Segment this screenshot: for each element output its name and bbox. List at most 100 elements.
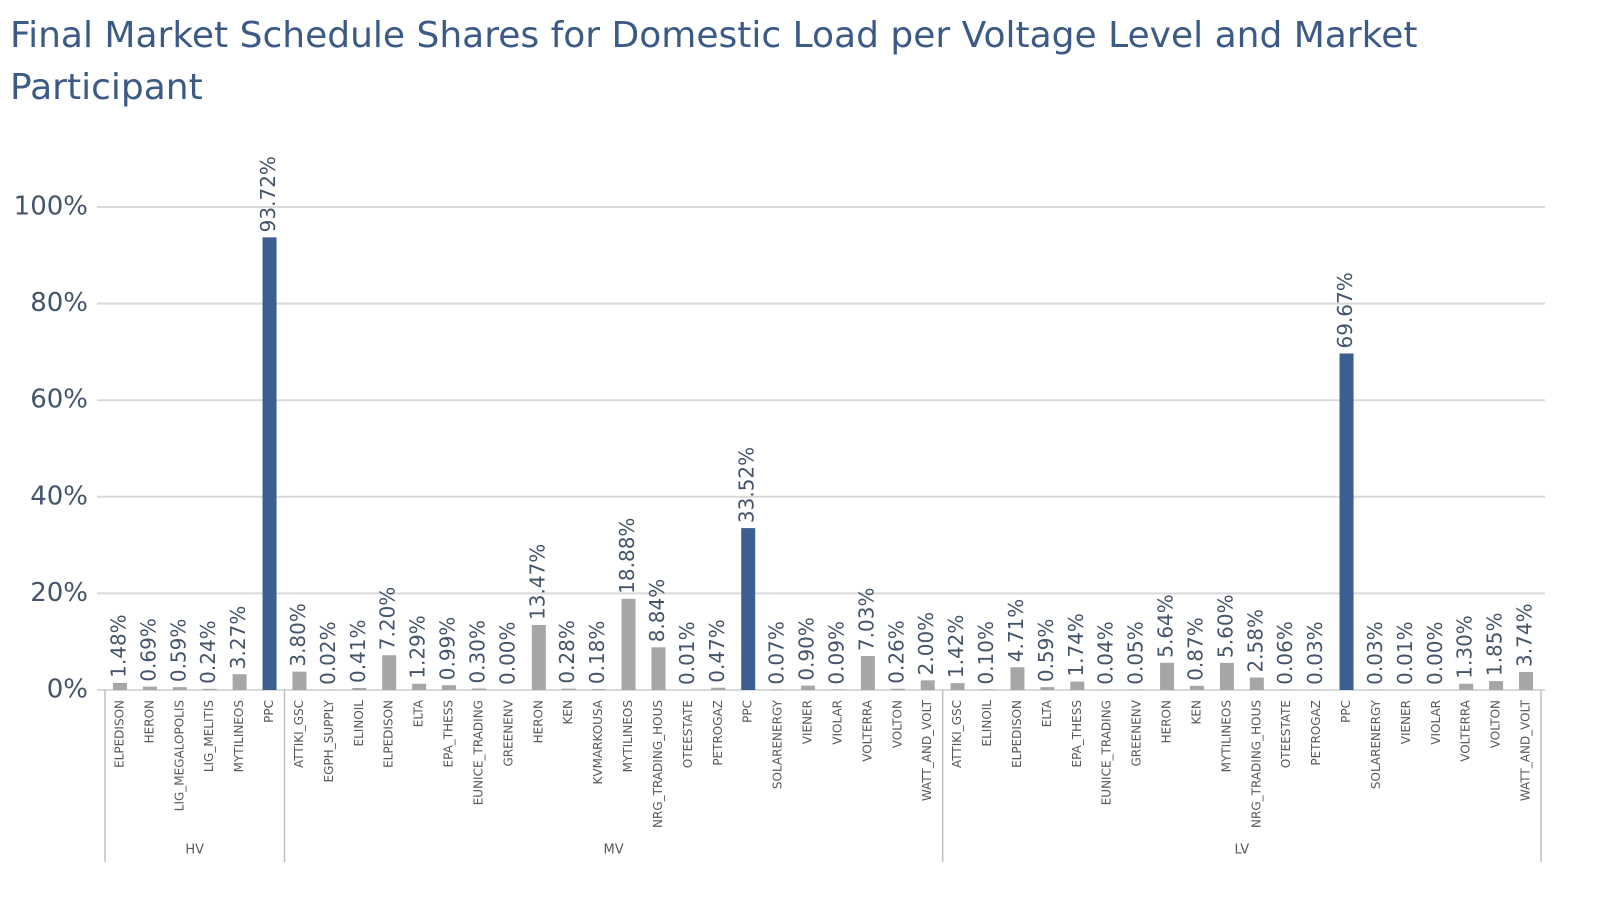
y-tick-label: 0%	[47, 675, 88, 705]
x-tick-label: OTEESTATE	[1279, 700, 1293, 768]
x-tick-label: SOLARENERGY	[1369, 699, 1383, 789]
bar	[1489, 681, 1504, 690]
x-tick-label: PETROGAZ	[711, 700, 725, 766]
value-label: 7.03%	[854, 587, 878, 651]
value-label: 0.07%	[765, 621, 789, 685]
value-label: 0.10%	[974, 621, 998, 685]
value-label: 1.74%	[1064, 613, 1088, 677]
value-label: 2.00%	[914, 612, 938, 676]
value-label: 0.47%	[705, 619, 729, 683]
value-label: 4.71%	[1004, 599, 1028, 663]
x-tick-label: EUNICE_TRADING	[471, 700, 485, 805]
bar	[950, 683, 965, 690]
x-tick-label: HERON	[142, 700, 156, 743]
group-label: HV	[185, 843, 204, 858]
bar	[382, 655, 397, 690]
x-tick-label: VOLTON	[890, 700, 904, 748]
bar	[412, 683, 427, 690]
x-tick-label: ELPEDISON	[1010, 700, 1024, 768]
x-tick-label: EUNICE_TRADING	[1100, 700, 1114, 805]
x-tick-label: PPC	[1339, 700, 1353, 723]
value-label: 1.85%	[1483, 613, 1507, 677]
bar	[292, 671, 307, 690]
x-tick-label: NRG_TRADING_HOUS	[1249, 700, 1263, 828]
x-tick-label: ELTA	[1040, 699, 1054, 727]
x-tick-label: GREENENV	[501, 699, 515, 766]
y-tick-label: 40%	[30, 481, 88, 511]
value-label: 0.41%	[346, 619, 370, 683]
value-label: 5.64%	[1154, 594, 1178, 658]
bar	[172, 687, 187, 690]
value-label: 0.26%	[884, 620, 908, 684]
x-tick-label: ELINOIL	[352, 700, 366, 747]
bar	[591, 689, 606, 690]
value-label: 3.74%	[1513, 603, 1537, 667]
value-label: 0.59%	[1034, 619, 1058, 683]
x-tick-label: ELPEDISON	[382, 700, 396, 768]
x-tick-label: VIOLAR	[830, 700, 844, 745]
bar	[1519, 671, 1534, 690]
bar	[651, 647, 666, 690]
bar	[531, 624, 546, 690]
value-label: 7.20%	[376, 587, 400, 651]
value-label: 13.47%	[525, 544, 549, 620]
bar	[860, 656, 875, 690]
value-label: 1.30%	[1453, 615, 1477, 679]
x-tick-label: SOLARENERGY	[771, 699, 785, 789]
value-label: 33.52%	[735, 447, 759, 523]
x-tick-label: VOLTON	[1489, 700, 1503, 748]
bar	[1010, 667, 1025, 690]
x-tick-label: PPC	[262, 700, 276, 723]
x-tick-label: GREENENV	[1130, 699, 1144, 766]
value-label: 8.84%	[645, 579, 669, 643]
value-label: 0.01%	[1393, 621, 1417, 685]
bar	[1160, 662, 1175, 690]
bar	[890, 688, 905, 690]
x-tick-label: VOLTERRA	[860, 699, 874, 762]
value-label: 0.00%	[1423, 621, 1447, 685]
value-label: 18.88%	[615, 518, 639, 594]
value-label: 1.29%	[406, 615, 430, 679]
bar	[561, 688, 576, 690]
x-tick-label: OTEESTATE	[681, 700, 695, 768]
x-tick-label: EPA_THESS	[442, 700, 456, 767]
value-label: 93.72%	[256, 156, 280, 232]
x-tick-label: KEN	[561, 700, 575, 724]
x-tick-label: EGPH_SUPPLY	[322, 699, 336, 782]
bar	[1070, 681, 1085, 690]
x-tick-label: PETROGAZ	[1309, 700, 1323, 766]
value-label: 1.48%	[106, 614, 130, 678]
x-tick-label: MYTILINEOS	[232, 700, 246, 772]
bar	[442, 685, 457, 690]
x-tick-label: HERON	[531, 700, 545, 743]
value-label: 2.58%	[1243, 609, 1267, 673]
bar	[142, 686, 157, 690]
bar	[621, 598, 636, 690]
bar	[801, 685, 816, 690]
y-tick-label: 20%	[30, 578, 88, 608]
x-tick-label: EPA_THESS	[1070, 700, 1084, 767]
bar	[112, 682, 127, 690]
bar	[711, 687, 726, 690]
x-tick-label: VIOLAR	[1429, 700, 1443, 745]
value-label: 0.05%	[1124, 621, 1148, 685]
value-label: 69.67%	[1333, 272, 1357, 348]
value-label: 5.60%	[1213, 594, 1237, 658]
bar	[352, 688, 367, 690]
x-tick-label: ATTIKI_GSC	[292, 700, 306, 768]
x-tick-label: ELINOIL	[980, 700, 994, 747]
bar	[741, 528, 756, 690]
bar	[1249, 677, 1264, 690]
bar	[232, 674, 247, 690]
x-tick-label: LIG_MEGALOPOLIS	[172, 700, 186, 811]
value-label: 3.27%	[226, 606, 250, 670]
y-tick-label: 100%	[14, 192, 88, 222]
x-tick-label: LIG_MELITIS	[202, 700, 216, 772]
x-tick-label: WATT_AND_VOLT	[920, 699, 934, 801]
x-tick-label: ELPEDISON	[112, 700, 126, 768]
bar	[262, 237, 277, 690]
value-label: 0.90%	[795, 617, 819, 681]
value-label: 0.28%	[555, 620, 579, 684]
